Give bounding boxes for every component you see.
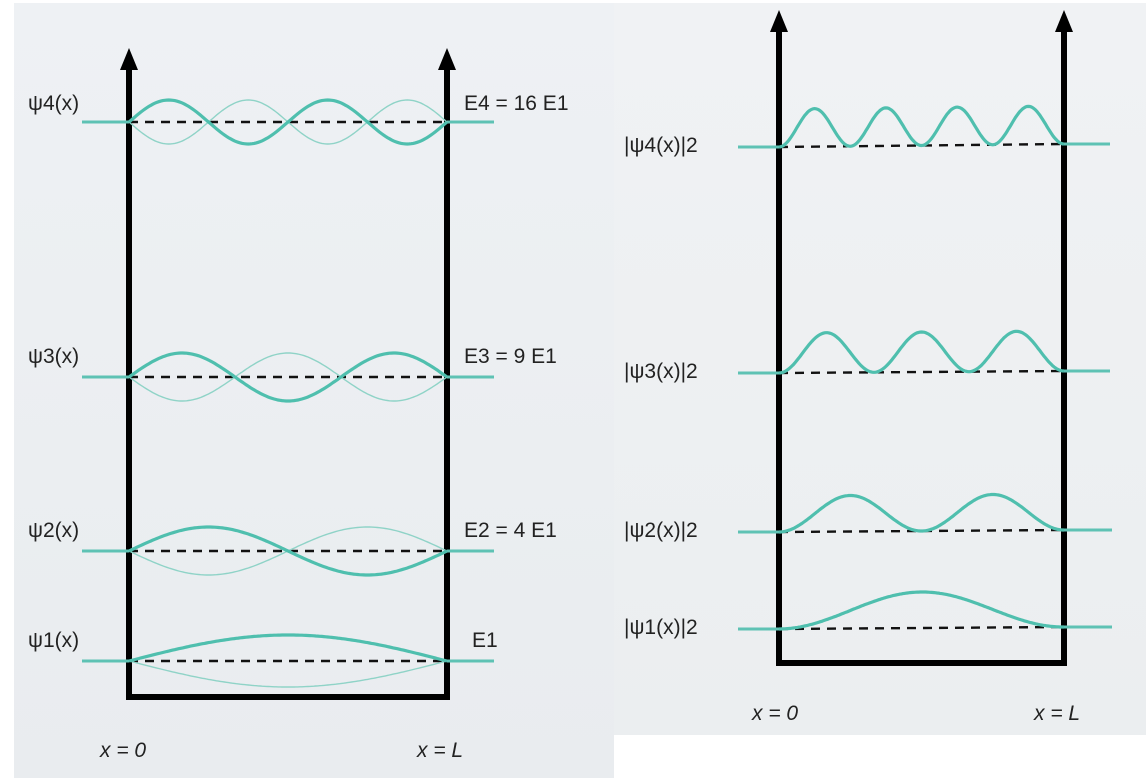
right-level-2 xyxy=(738,492,1112,534)
left-wall-arrowhead xyxy=(120,48,138,70)
prob2-label: |ψ2(x)|2 xyxy=(624,519,698,542)
right-wall-arrowhead xyxy=(1055,10,1073,32)
wave-ghost xyxy=(128,352,448,402)
probability-curve xyxy=(779,492,1064,534)
left-level-3 xyxy=(82,351,494,403)
right-xL-label: x = L xyxy=(1033,702,1080,725)
right-x0-label: x = 0 xyxy=(751,702,798,725)
left-level-4 xyxy=(82,98,494,146)
right-wall-arrowhead xyxy=(438,48,456,70)
left-panel-background xyxy=(14,3,614,778)
wave-main xyxy=(128,351,448,403)
wave-main xyxy=(127,98,449,146)
energy-4-label: E4 = 16 E1 xyxy=(464,92,569,115)
prob3-label: |ψ3(x)|2 xyxy=(624,360,698,383)
psi4-label: ψ4(x) xyxy=(28,92,79,115)
left-level-2 xyxy=(82,525,494,577)
wave-main xyxy=(128,633,448,663)
probability-curve xyxy=(779,590,1064,631)
prob1-label: |ψ1(x)|2 xyxy=(624,616,698,639)
right-well-walls xyxy=(776,30,1067,666)
energy-2-label: E2 = 4 E1 xyxy=(464,519,557,542)
left-x0-label: x = 0 xyxy=(99,739,146,762)
right-level-3 xyxy=(738,329,1110,375)
psi3-label: ψ3(x) xyxy=(28,345,79,368)
wave-main xyxy=(128,525,448,577)
psi1-label: ψ1(x) xyxy=(28,629,79,652)
wave-ghost xyxy=(128,660,448,688)
prob4-label: |ψ4(x)|2 xyxy=(624,134,698,157)
probability-curve xyxy=(778,104,1065,149)
psi2-label: ψ2(x) xyxy=(28,519,79,542)
right-panel: |ψ4(x)|2 |ψ3(x)|2 |ψ2(x)|2 |ψ1(x)|2 x = … xyxy=(624,10,1112,725)
probability-curve xyxy=(778,329,1065,375)
left-xL-label: x = L xyxy=(416,739,463,762)
right-level-1 xyxy=(738,590,1112,631)
energy-1-label: E1 xyxy=(472,629,498,652)
energy-3-label: E3 = 9 E1 xyxy=(464,345,557,368)
left-well-walls xyxy=(126,68,450,700)
left-panel: ψ4(x) ψ3(x) ψ2(x) ψ1(x) E4 = 16 E1 E3 = … xyxy=(28,48,569,762)
right-level-4 xyxy=(738,104,1110,149)
left-wall-arrowhead xyxy=(770,10,788,32)
left-level-1 xyxy=(82,633,494,688)
white-corner xyxy=(620,735,1146,778)
